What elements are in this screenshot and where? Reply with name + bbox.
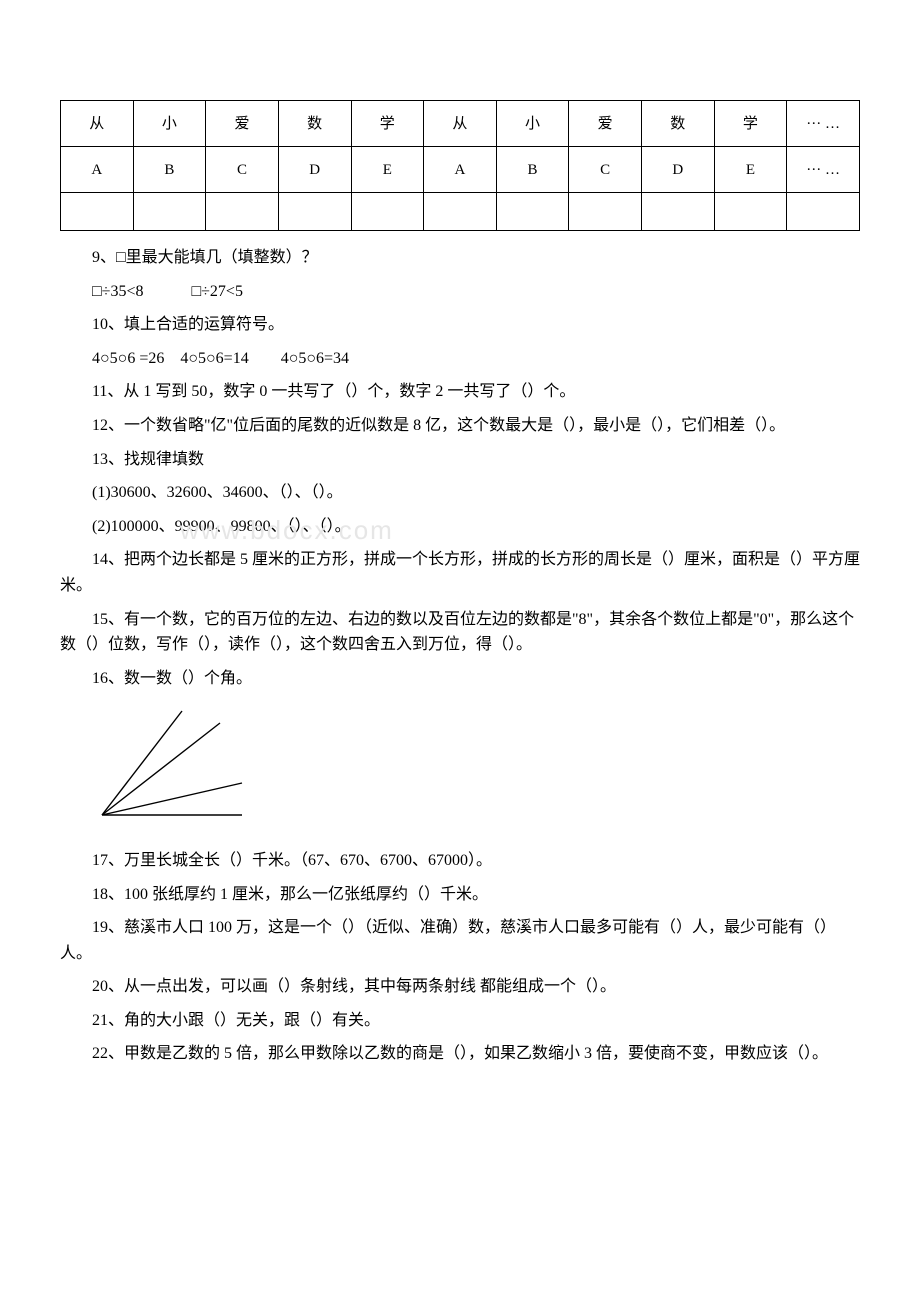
table-cell	[642, 193, 715, 231]
table-cell: 爱	[206, 101, 279, 147]
table-cell: D	[642, 147, 715, 193]
table-cell	[206, 193, 279, 231]
table-row: A B C D E A B C D E ··· …	[61, 147, 860, 193]
table-cell	[714, 193, 787, 231]
table-cell: 从	[424, 101, 497, 147]
question-17: 17、万里长城全长（）千米。（67、670、6700、67000）。	[60, 848, 860, 874]
table-row: 从 小 爱 数 学 从 小 爱 数 学 ··· …	[61, 101, 860, 147]
table-cell	[278, 193, 351, 231]
question-12: 12、一个数省略"亿"位后面的尾数的近似数是 8 亿，这个数最大是（），最小是（…	[60, 413, 860, 439]
question-16: 16、数一数（）个角。	[60, 666, 860, 692]
table-cell: E	[714, 147, 787, 193]
table-cell: ··· …	[787, 147, 860, 193]
table-cell: C	[206, 147, 279, 193]
table-cell	[496, 193, 569, 231]
question-9: 9、□里最大能填几（填整数）？	[60, 245, 860, 271]
table-cell: A	[424, 147, 497, 193]
question-13a: (1)30600、32600、34600、（）、（）。	[60, 480, 860, 506]
table-cell: B	[133, 147, 206, 193]
question-19: 19、慈溪市人口 100 万，这是一个（）（近似、准确）数，慈溪市人口最多可能有…	[60, 915, 860, 966]
question-15: 15、有一个数，它的百万位的左边、右边的数以及百位左边的数都是"8"，其余各个数…	[60, 607, 860, 658]
table-row	[61, 193, 860, 231]
angle-figure	[92, 705, 252, 825]
question-14: 14、把两个边长都是 5 厘米的正方形，拼成一个长方形，拼成的长方形的周长是（）…	[60, 547, 860, 598]
table-cell	[61, 193, 134, 231]
question-13: 13、找规律填数	[60, 447, 860, 473]
question-22: 22、甲数是乙数的 5 倍，那么甲数除以乙数的商是（），如果乙数缩小 3 倍，要…	[60, 1041, 860, 1067]
table-cell	[133, 193, 206, 231]
question-10: 10、填上合适的运算符号。	[60, 312, 860, 338]
table-cell	[569, 193, 642, 231]
table-cell: 数	[278, 101, 351, 147]
table-cell: ··· …	[787, 101, 860, 147]
table-cell	[787, 193, 860, 231]
table-cell: 数	[642, 101, 715, 147]
table-cell: D	[278, 147, 351, 193]
table-cell: 小	[133, 101, 206, 147]
table-cell: 学	[714, 101, 787, 147]
question-13b: (2)100000、99900、99800、（）、（）。	[60, 514, 860, 540]
table-cell: B	[496, 147, 569, 193]
table-cell: 小	[496, 101, 569, 147]
question-11: 11、从 1 写到 50，数字 0 一共写了（）个，数字 2 一共写了（）个。	[60, 379, 860, 405]
table-cell: 爱	[569, 101, 642, 147]
cipher-table: 从 小 爱 数 学 从 小 爱 数 学 ··· … A B C D E A B …	[60, 100, 860, 231]
question-18: 18、100 张纸厚约 1 厘米，那么一亿张纸厚约（）千米。	[60, 882, 860, 908]
table-cell	[351, 193, 424, 231]
table-cell: E	[351, 147, 424, 193]
table-cell: 学	[351, 101, 424, 147]
question-9-sub: □÷35<8 □÷27<5	[60, 279, 860, 305]
question-21: 21、角的大小跟（）无关，跟（）有关。	[60, 1008, 860, 1034]
table-cell	[424, 193, 497, 231]
question-10-sub: 4○5○6 =26 4○5○6=14 4○5○6=34	[60, 346, 860, 372]
question-20: 20、从一点出发，可以画（）条射线，其中每两条射线 都能组成一个（）。	[60, 974, 860, 1000]
table-cell: C	[569, 147, 642, 193]
table-cell: 从	[61, 101, 134, 147]
table-cell: A	[61, 147, 134, 193]
